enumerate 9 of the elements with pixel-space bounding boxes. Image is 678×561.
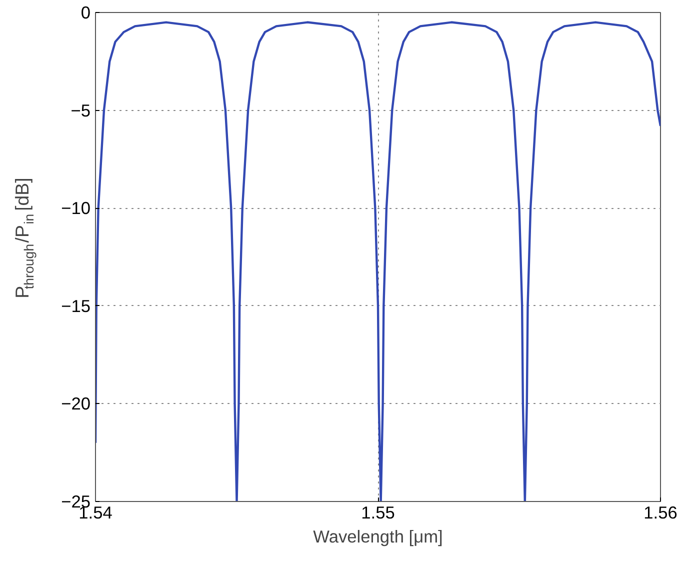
x-tick-label: 1.56 [644,502,678,522]
y-axis-title: Pthrough/Pin[dB] [12,178,36,298]
y-tick-label: −5 [70,100,91,120]
x-tick-label: 1.55 [361,502,395,522]
y-tick-label: −10 [61,198,91,218]
x-axis-title: Wavelength [μm] [313,526,443,546]
y-tick-label: 0 [80,2,91,22]
y-tick-label: −20 [61,394,91,414]
y-tick-label: −15 [61,296,91,316]
